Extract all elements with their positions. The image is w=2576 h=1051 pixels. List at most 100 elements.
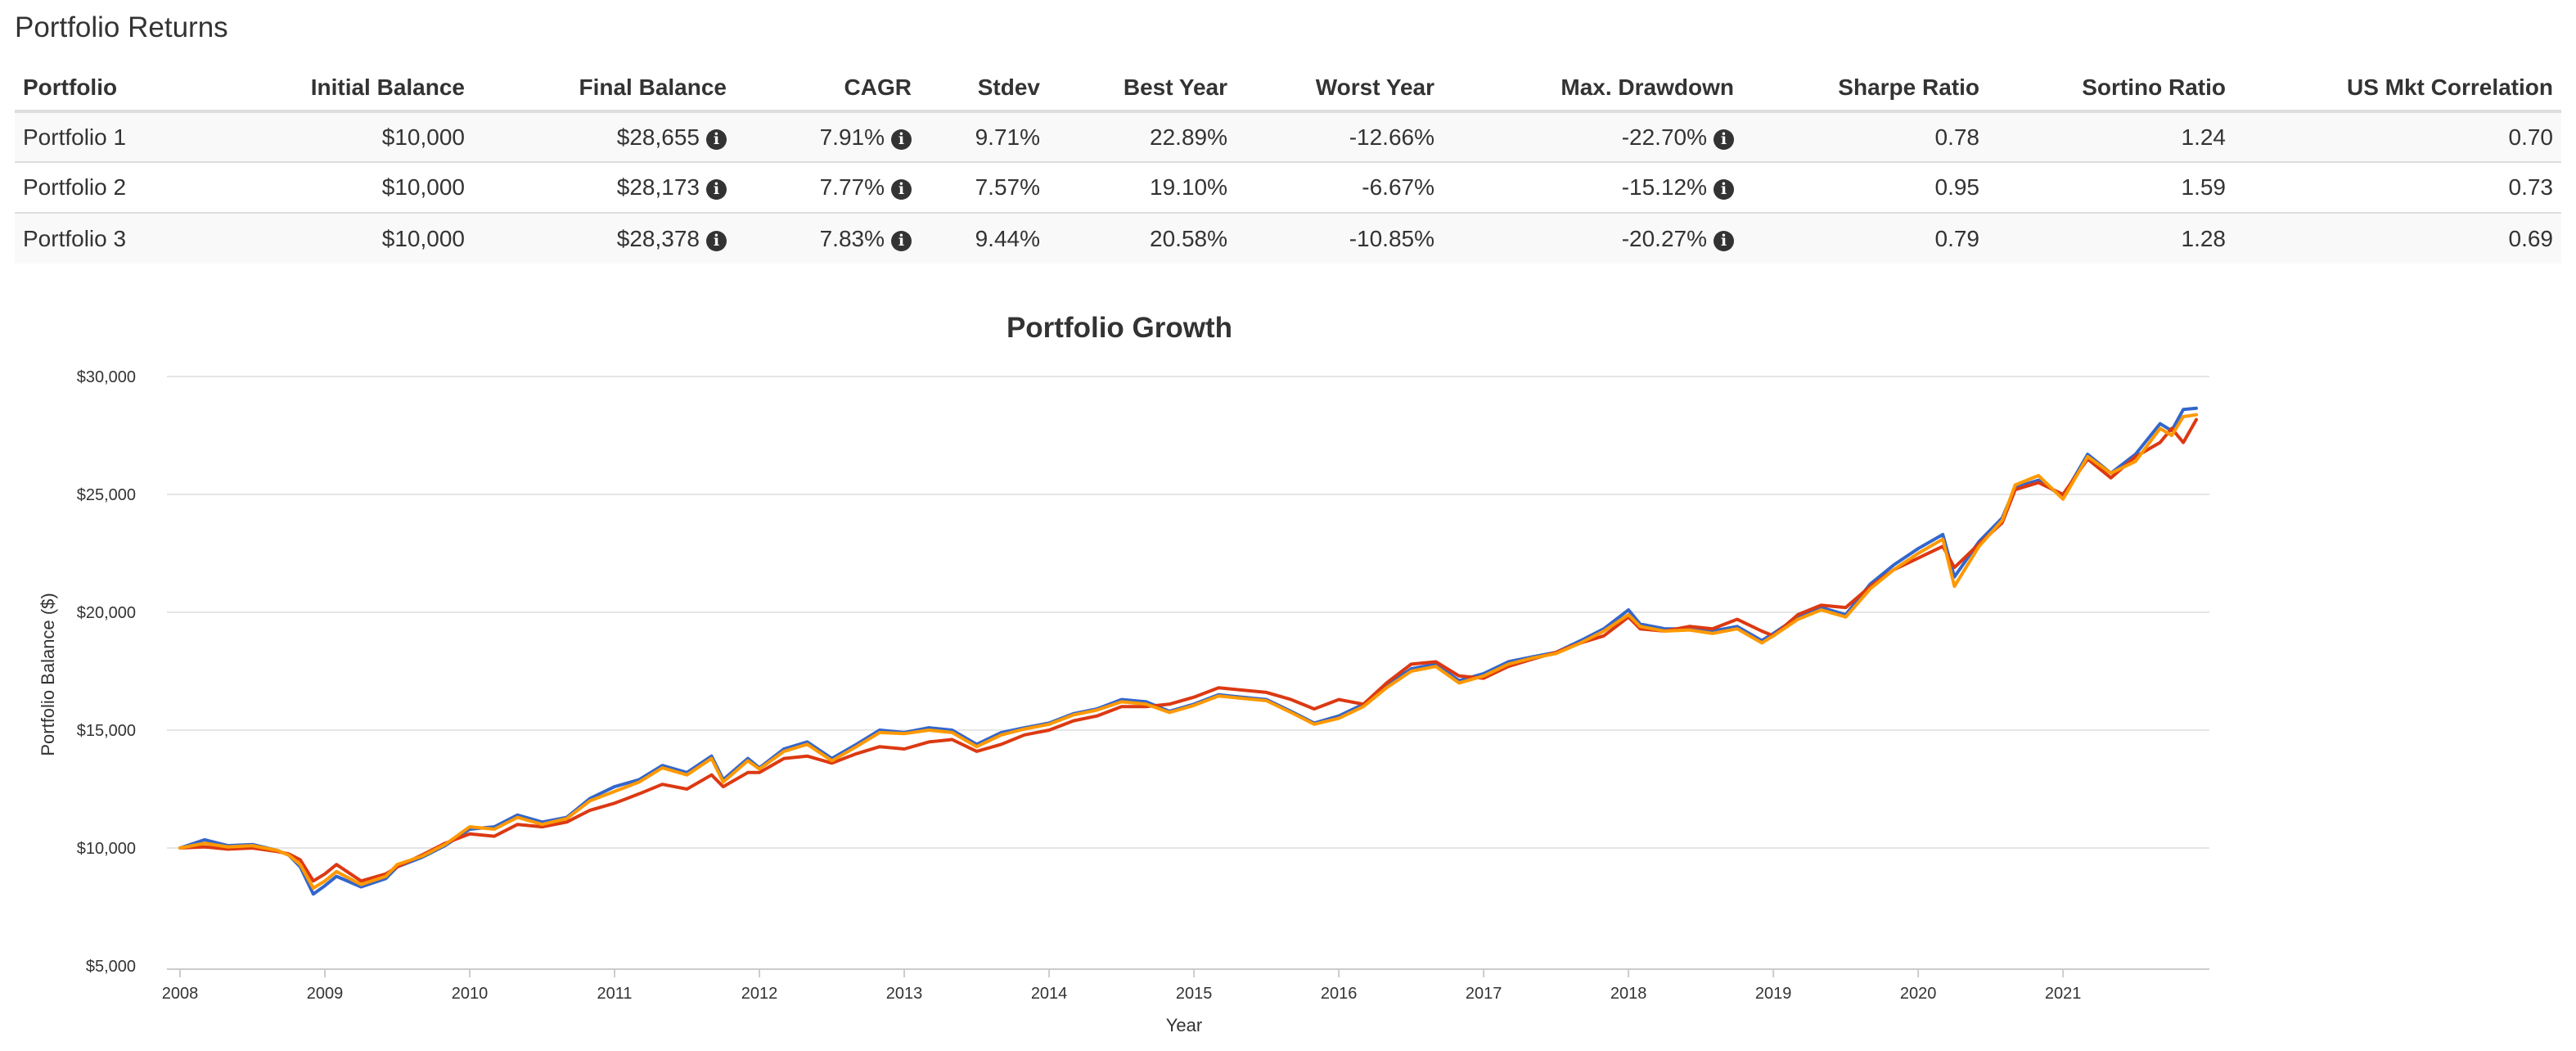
- col-header-sortino-ratio: Sortino Ratio: [1988, 65, 2234, 113]
- info-circle-icon[interactable]: i: [891, 230, 912, 251]
- cell-portfolio: Portfolio 3: [15, 212, 137, 264]
- x-tick-label: 2012: [741, 985, 778, 1003]
- x-axis-label: Year: [1166, 1015, 1202, 1035]
- x-tick-label: 2021: [2045, 985, 2082, 1003]
- col-header-worst-year: Worst Year: [1236, 65, 1443, 113]
- cell-sharpe-ratio: 0.78: [1742, 111, 1988, 162]
- cell-cagr: 7.91% i: [735, 111, 920, 162]
- y-tick-label: $15,000: [77, 722, 136, 740]
- cell-sortino-ratio: 1.24: [1988, 111, 2234, 162]
- portfolio-returns-table: Portfolio Initial Balance Final Balance …: [15, 65, 2561, 264]
- cell-cagr: 7.77% i: [735, 161, 920, 213]
- x-tick-label: 2011: [597, 985, 633, 1003]
- max-drawdown-value: -22.70%: [1621, 124, 1707, 150]
- cell-sharpe-ratio: 0.95: [1742, 161, 1988, 213]
- y-tick-label: $30,000: [77, 368, 136, 386]
- final-balance-value: $28,655: [616, 124, 700, 150]
- cell-worst-year: -6.67%: [1236, 161, 1443, 213]
- cell-stdev: 9.71%: [920, 111, 1048, 162]
- cell-max-drawdown: -20.27% i: [1443, 212, 1742, 264]
- info-circle-icon[interactable]: i: [1714, 230, 1734, 251]
- cell-portfolio: Portfolio 2: [15, 161, 137, 213]
- x-tick-label: 2015: [1176, 985, 1213, 1003]
- cell-best-year: 19.10%: [1048, 161, 1236, 213]
- col-header-final-balance: Final Balance: [473, 65, 735, 113]
- cagr-value: 7.83%: [819, 225, 885, 251]
- cell-sharpe-ratio: 0.79: [1742, 212, 1988, 264]
- cell-us-mkt-correlation: 0.69: [2234, 212, 2561, 264]
- cell-initial-balance: $10,000: [137, 212, 473, 264]
- col-header-cagr: CAGR: [735, 65, 920, 113]
- info-circle-icon[interactable]: i: [891, 129, 912, 150]
- cell-stdev: 7.57%: [920, 161, 1048, 213]
- cell-worst-year: -10.85%: [1236, 212, 1443, 264]
- cell-initial-balance: $10,000: [137, 161, 473, 213]
- cell-initial-balance: $10,000: [137, 111, 473, 162]
- portfolio-growth-chart-container: Portfolio Growth $5,000 $10,000 $15,000 $20…: [0, 295, 2576, 1051]
- cell-worst-year: -12.66%: [1236, 111, 1443, 162]
- y-tick-label: $20,000: [77, 604, 136, 622]
- table-header-row: Portfolio Initial Balance Final Balance …: [15, 65, 2561, 113]
- cell-cagr: 7.83% i: [735, 212, 920, 264]
- info-circle-icon[interactable]: i: [1714, 179, 1734, 200]
- col-header-us-mkt-correlation: US Mkt Correlation: [2234, 65, 2561, 113]
- cell-best-year: 22.89%: [1048, 111, 1236, 162]
- cell-max-drawdown: -22.70% i: [1443, 111, 1742, 162]
- cell-max-drawdown: -15.12% i: [1443, 161, 1742, 213]
- cell-us-mkt-correlation: 0.70: [2234, 111, 2561, 162]
- final-balance-value: $28,173: [616, 174, 700, 200]
- col-header-sharpe-ratio: Sharpe Ratio: [1742, 65, 1988, 113]
- max-drawdown-value: -15.12%: [1621, 174, 1707, 200]
- col-header-max-drawdown: Max. Drawdown: [1443, 65, 1742, 113]
- series-lines: [178, 406, 2198, 896]
- y-axis-ticks: $5,000 $10,000 $15,000 $20,000 $25,000 $30,00…: [77, 368, 136, 976]
- info-circle-icon[interactable]: i: [706, 179, 727, 200]
- chart-title: Portfolio Growth: [1007, 312, 1232, 344]
- info-circle-icon[interactable]: i: [891, 179, 912, 200]
- info-circle-icon[interactable]: i: [706, 230, 727, 251]
- cell-portfolio: Portfolio 1: [15, 111, 137, 162]
- grid-lines: [167, 376, 2209, 849]
- cagr-value: 7.77%: [819, 174, 885, 200]
- x-tick-label: 2018: [1610, 985, 1647, 1003]
- x-tick-label: 2016: [1321, 985, 1358, 1003]
- series-line-1: [178, 406, 2198, 896]
- col-header-best-year: Best Year: [1048, 65, 1236, 113]
- x-tick-label: 2014: [1031, 985, 1068, 1003]
- cagr-value: 7.91%: [819, 124, 885, 150]
- x-tick-label: 2010: [452, 985, 489, 1003]
- cell-stdev: 9.44%: [920, 212, 1048, 264]
- x-tick-label: 2013: [886, 985, 923, 1003]
- series-line-2: [178, 417, 2198, 883]
- cell-final-balance: $28,378 i: [473, 212, 735, 264]
- x-tick-label: 2008: [162, 985, 199, 1003]
- info-circle-icon[interactable]: i: [1714, 129, 1734, 150]
- portfolio-growth-chart: Portfolio Growth $5,000 $10,000 $15,000 $20…: [38, 312, 2209, 1035]
- x-tick-label: 2017: [1466, 985, 1502, 1003]
- x-tick-label: 2009: [307, 985, 344, 1003]
- y-tick-label: $5,000: [86, 958, 136, 976]
- table-row: Portfolio 2 $10,000 $28,173 i 7.77% i 7.57…: [15, 161, 2561, 213]
- y-tick-label: $10,000: [77, 840, 136, 858]
- y-axis-label: Portfolio Balance ($): [38, 593, 58, 756]
- y-tick-label: $25,000: [77, 486, 136, 504]
- col-header-initial-balance: Initial Balance: [137, 65, 473, 113]
- x-tick-label: 2019: [1755, 985, 1792, 1003]
- section-title: Portfolio Returns: [15, 11, 228, 43]
- cell-final-balance: $28,173 i: [473, 161, 735, 213]
- cell-us-mkt-correlation: 0.73: [2234, 161, 2561, 213]
- series-line-3: [178, 413, 2198, 890]
- col-header-portfolio: Portfolio: [15, 65, 137, 113]
- max-drawdown-value: -20.27%: [1621, 225, 1707, 251]
- table-row: Portfolio 1 $10,000 $28,655 i 7.91% i 9.71…: [15, 111, 2561, 162]
- col-header-stdev: Stdev: [920, 65, 1048, 113]
- cell-final-balance: $28,655 i: [473, 111, 735, 162]
- table-row: Portfolio 3 $10,000 $28,378 i 7.83% i 9.44…: [15, 212, 2561, 264]
- final-balance-value: $28,378: [616, 225, 700, 251]
- cell-sortino-ratio: 1.59: [1988, 161, 2234, 213]
- cell-sortino-ratio: 1.28: [1988, 212, 2234, 264]
- x-tick-label: 2020: [1900, 985, 1937, 1003]
- info-circle-icon[interactable]: i: [706, 129, 727, 150]
- x-axis-ticks: 2008 2009 2010 2011 2012 2013 2014 2015 2016 2017…: [162, 969, 2082, 1003]
- cell-best-year: 20.58%: [1048, 212, 1236, 264]
